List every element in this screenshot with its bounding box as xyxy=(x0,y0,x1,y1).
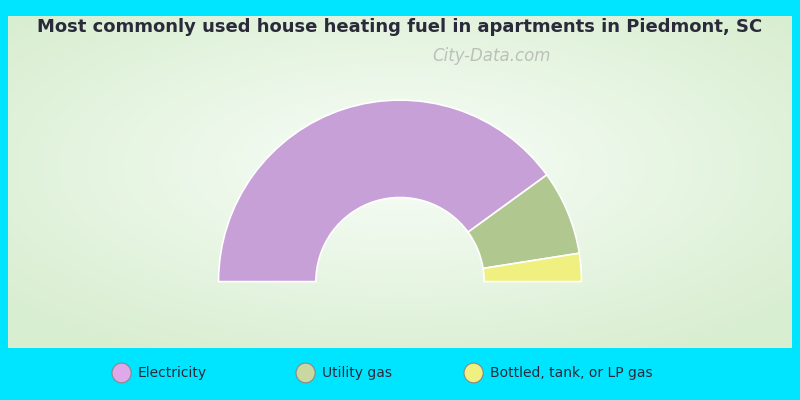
Wedge shape xyxy=(468,175,579,268)
Ellipse shape xyxy=(296,363,315,383)
Text: City-Data.com: City-Data.com xyxy=(432,47,551,65)
Ellipse shape xyxy=(464,363,483,383)
Ellipse shape xyxy=(112,363,131,383)
Text: Utility gas: Utility gas xyxy=(322,366,392,380)
Text: Most commonly used house heating fuel in apartments in Piedmont, SC: Most commonly used house heating fuel in… xyxy=(38,18,762,36)
Wedge shape xyxy=(483,253,582,282)
Wedge shape xyxy=(218,100,547,282)
Text: Electricity: Electricity xyxy=(138,366,206,380)
Text: Bottled, tank, or LP gas: Bottled, tank, or LP gas xyxy=(490,366,652,380)
